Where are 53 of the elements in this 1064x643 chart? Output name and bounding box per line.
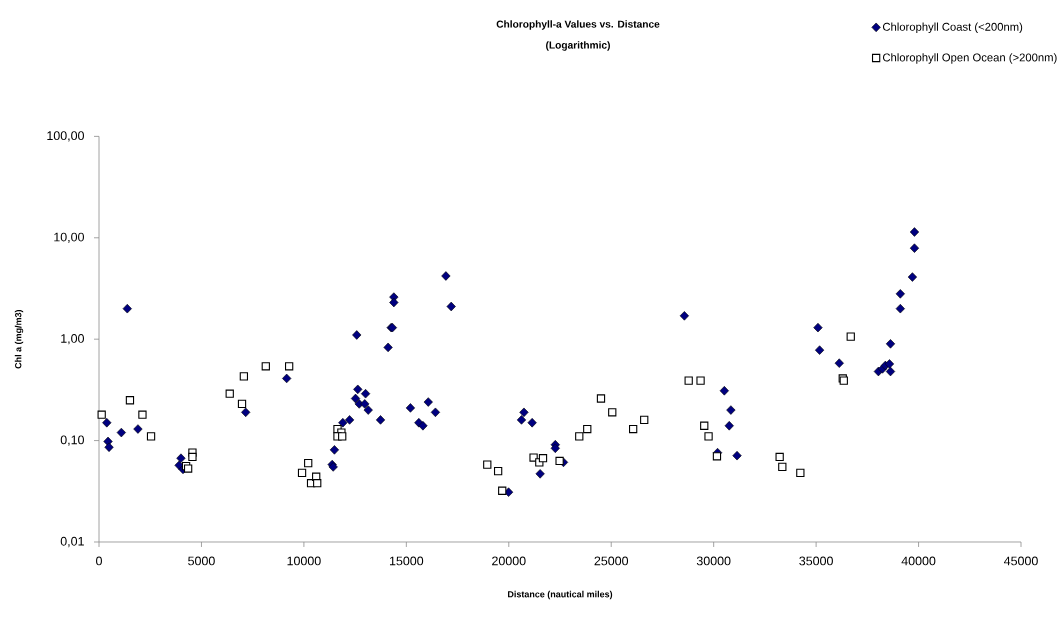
point [775,452,784,462]
point [696,376,705,385]
point [97,410,106,419]
point [778,462,787,472]
y-axis-title: Chl a (mg/m3) [14,309,24,369]
y-tick-label: 100,00 [47,131,84,142]
x-tick-label: 45000 [1003,556,1038,566]
x-axis-title: Distance (nautical miles) [508,590,613,600]
point [796,468,805,478]
point [700,421,709,430]
x-tick-label: 25000 [594,556,629,566]
x-tick-label: 30000 [696,556,731,566]
point [285,362,294,371]
point [313,479,322,488]
point [125,396,135,405]
point [261,362,270,371]
point [498,486,507,495]
y-tick-label: 10,00 [54,232,84,243]
point [237,399,247,409]
point [338,432,347,441]
point [575,432,584,441]
chart-title: Chlorophyll-a Values vs. Distance [496,20,660,30]
y-tick-label: 1,00 [61,334,84,345]
legend-label: Chlorophyll Open Ocean (>200nm) [882,53,1057,64]
point [608,408,617,417]
point [629,424,638,434]
y-tick-label: 0,01 [60,536,84,548]
point [225,389,234,398]
x-tick-label: 10000 [287,556,321,566]
point [493,466,503,476]
x-tick-label: 20000 [492,556,526,566]
legend-label: Chlorophyll Coast (<200nm) [882,22,1023,34]
x-tick-label: 15000 [389,556,424,566]
point [483,460,492,469]
point [684,376,693,385]
point [239,372,249,381]
point [846,332,855,341]
point [583,424,592,434]
point [538,454,548,463]
chart-subtitle: (Logarithmic) [546,41,610,51]
point [304,458,313,468]
point [297,468,307,478]
point [188,452,197,462]
point [138,410,147,419]
point [704,432,713,441]
x-tick-label: 35000 [799,556,833,566]
point [640,415,649,425]
x-tick-label: 0 [96,556,102,566]
x-tick-label: 40000 [901,556,936,566]
y-tick-label: 0,10 [60,435,84,446]
point [146,432,156,441]
point [596,394,606,403]
x-tick-label: 5000 [188,556,215,566]
